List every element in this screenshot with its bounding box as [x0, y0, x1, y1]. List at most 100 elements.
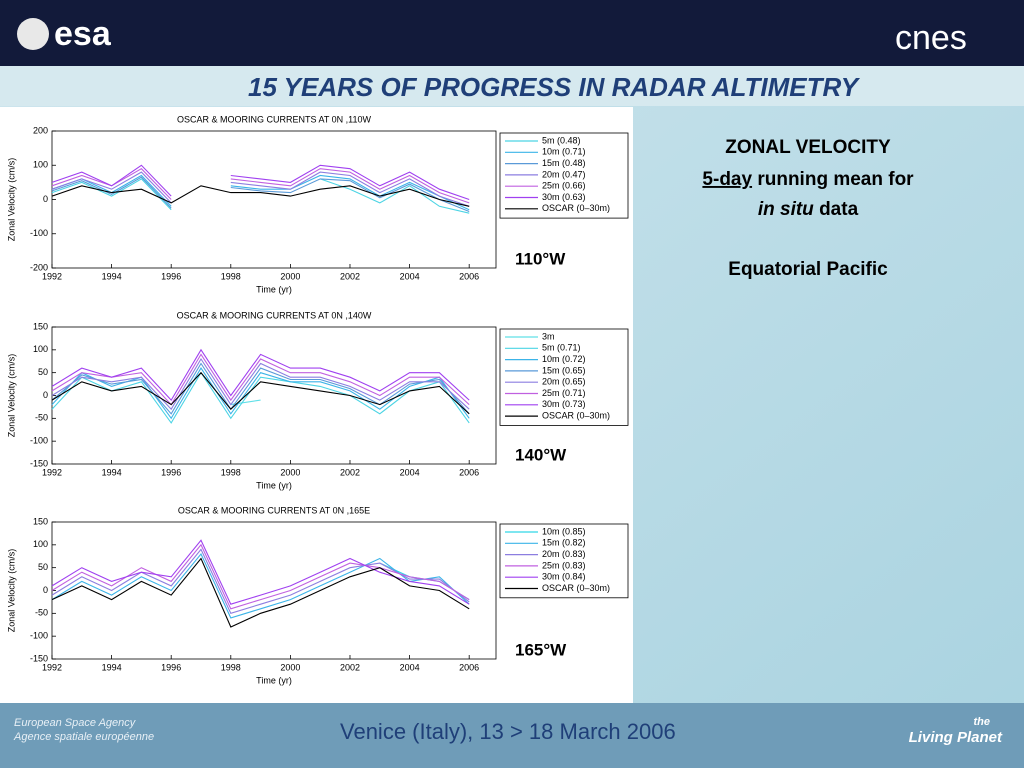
agency-fr: Agence spatiale européenne	[13, 731, 154, 743]
x-tick-label: 1996	[161, 662, 181, 672]
legend-label: 10m (0.72)	[542, 354, 586, 364]
y-tick-label: -50	[35, 413, 48, 423]
series-line	[51, 371, 470, 415]
y-tick-label: -100	[30, 436, 48, 446]
series-line	[51, 357, 470, 411]
y-tick-label: 50	[38, 367, 48, 377]
legend-label: 30m (0.63)	[542, 192, 586, 202]
banner-bar	[0, 66, 1024, 106]
legend-label: 15m (0.48)	[542, 158, 586, 168]
series-line	[51, 362, 470, 415]
panel-text: running mean for	[757, 169, 914, 190]
y-tick-label: -200	[30, 262, 48, 272]
y-tick-label: 150	[33, 516, 48, 526]
y-tick-label: 50	[38, 562, 48, 572]
location-label: 165°W	[515, 640, 567, 659]
x-tick-label: 2000	[280, 271, 300, 281]
tagline: Living Planet	[909, 729, 1003, 746]
x-axis-label: Time (yr)	[256, 284, 292, 294]
legend-label: 20m (0.83)	[542, 549, 586, 559]
plot-frame	[51, 326, 497, 465]
location-label: 140°W	[515, 445, 567, 464]
x-tick-label: 2002	[340, 467, 360, 477]
series-line	[51, 185, 470, 207]
panel-line: Equatorial Pacific	[728, 259, 888, 280]
series-line	[51, 176, 470, 213]
header-bar	[0, 0, 1024, 66]
series-line	[51, 367, 470, 420]
x-tick-label: 2004	[400, 271, 420, 281]
series-line	[51, 171, 470, 207]
legend-box	[499, 132, 629, 219]
logo-cnes: cnes	[895, 19, 967, 57]
series-line	[51, 371, 470, 424]
x-tick-label: 2006	[459, 271, 479, 281]
x-tick-label: 2006	[459, 467, 479, 477]
series-line	[51, 557, 470, 628]
legend-label: 25m (0.83)	[542, 560, 586, 570]
x-tick-label: 1992	[42, 271, 62, 281]
y-tick-label: -100	[30, 631, 48, 641]
y-tick-label: 100	[33, 160, 48, 170]
x-tick-label: 2000	[280, 467, 300, 477]
legend-label: 15m (0.82)	[542, 538, 586, 548]
panel-word: 5-day	[702, 169, 752, 190]
legend-label: OSCAR (0–30m)	[542, 410, 610, 420]
y-tick-label: -50	[35, 608, 48, 618]
legend-label: 25m (0.71)	[542, 388, 586, 398]
banner-title: 15 YEARS OF PROGRESS IN RADAR ALTIMETRY	[248, 72, 861, 102]
x-tick-label: 1994	[102, 271, 122, 281]
x-tick-label: 1994	[102, 467, 122, 477]
legend-label: OSCAR (0–30m)	[542, 203, 610, 213]
legend-label: 30m (0.73)	[542, 399, 586, 409]
series-line	[230, 399, 261, 406]
x-tick-label: 1996	[161, 467, 181, 477]
series-line	[51, 164, 470, 201]
x-tick-label: 2004	[400, 662, 420, 672]
legend-label: 30m (0.84)	[542, 572, 586, 582]
series-line	[51, 348, 470, 402]
logo-esa: esa	[54, 15, 112, 53]
legend-box	[499, 328, 629, 426]
y-tick-label: 100	[33, 344, 48, 354]
y-tick-label: 100	[33, 539, 48, 549]
legend-label: OSCAR (0–30m)	[542, 583, 610, 593]
plot-title: OSCAR & MOORING CURRENTS AT 0N ,110W	[177, 114, 372, 124]
y-tick-label: 0	[43, 194, 48, 204]
plot-frame	[51, 130, 497, 269]
y-tick-label: -100	[30, 228, 48, 238]
series-line	[51, 539, 470, 605]
legend-label: 20m (0.65)	[542, 377, 586, 387]
y-tick-label: 150	[33, 321, 48, 331]
series-line	[51, 543, 470, 610]
x-tick-label: 2004	[400, 467, 420, 477]
legend-label: 20m (0.47)	[542, 169, 586, 179]
x-tick-label: 2006	[459, 662, 479, 672]
series-line	[51, 178, 470, 214]
panel-text: data	[819, 199, 859, 220]
legend-label: 10m (0.85)	[542, 526, 586, 536]
x-tick-label: 1992	[42, 662, 62, 672]
footer-bar	[0, 703, 1024, 768]
x-tick-label: 1998	[221, 467, 241, 477]
y-tick-label: -150	[30, 653, 48, 663]
legend-label: 5m (0.48)	[542, 135, 581, 145]
y-tick-label: 0	[43, 390, 48, 400]
plot-title: OSCAR & MOORING CURRENTS AT 0N ,165E	[178, 505, 370, 515]
y-tick-label: 200	[33, 125, 48, 135]
y-tick-label: -150	[30, 458, 48, 468]
x-tick-label: 2002	[340, 662, 360, 672]
legend-label: 10m (0.71)	[542, 147, 586, 157]
y-axis-label: Zonal Velocity (cm/s)	[6, 549, 16, 633]
plot-title: OSCAR & MOORING CURRENTS AT 0N ,140W	[177, 310, 372, 320]
x-axis-label: Time (yr)	[256, 675, 292, 685]
x-tick-label: 1994	[102, 662, 122, 672]
agency-en: European Space Agency	[14, 717, 137, 729]
x-tick-label: 1998	[221, 271, 241, 281]
series-line	[51, 353, 470, 406]
footer-text: Venice (Italy), 13 > 18 March 2006	[340, 719, 676, 744]
x-tick-label: 1992	[42, 467, 62, 477]
x-axis-label: Time (yr)	[256, 480, 292, 490]
location-label: 110°W	[515, 249, 566, 268]
